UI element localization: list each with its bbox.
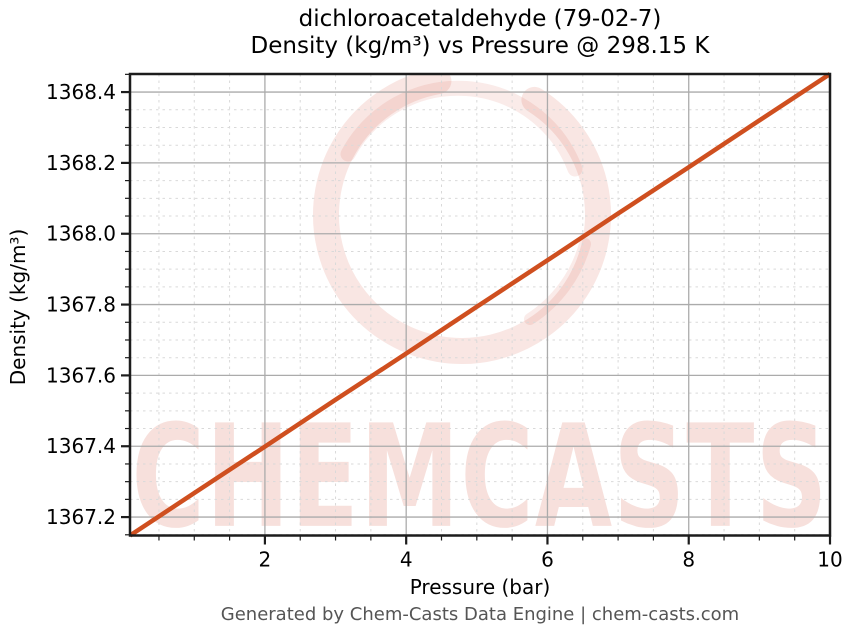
svg-text:6: 6	[541, 548, 554, 572]
svg-text:1367.4: 1367.4	[46, 434, 116, 458]
svg-text:1367.6: 1367.6	[46, 363, 116, 387]
chart-title: dichloroacetaldehyde (79-02-7) Density (…	[130, 6, 830, 60]
chart-title-line1: dichloroacetaldehyde (79-02-7)	[298, 6, 662, 32]
chart-title-line2: Density (kg/m³) vs Pressure @ 298.15 K	[250, 33, 710, 59]
svg-text:1367.8: 1367.8	[46, 293, 116, 317]
svg-text:4: 4	[400, 548, 413, 572]
footer-attribution: Generated by Chem-Casts Data Engine | ch…	[220, 604, 740, 625]
svg-text:1368.4: 1368.4	[46, 80, 116, 104]
watermark-layer: CHEMCASTS	[130, 74, 830, 536]
svg-text:10: 10	[817, 548, 842, 572]
x-axis-label: Pressure (bar)	[409, 575, 551, 599]
svg-text:1368.2: 1368.2	[46, 151, 116, 175]
svg-text:2: 2	[259, 548, 272, 572]
svg-text:1368.0: 1368.0	[46, 222, 116, 246]
y-axis-label: Density (kg/m³)	[6, 228, 30, 386]
svg-text:1367.2: 1367.2	[46, 505, 116, 529]
watermark-brush-circle-icon	[313, 74, 611, 364]
svg-text:8: 8	[682, 548, 695, 572]
watermark-text: CHEMCASTS	[131, 393, 829, 536]
